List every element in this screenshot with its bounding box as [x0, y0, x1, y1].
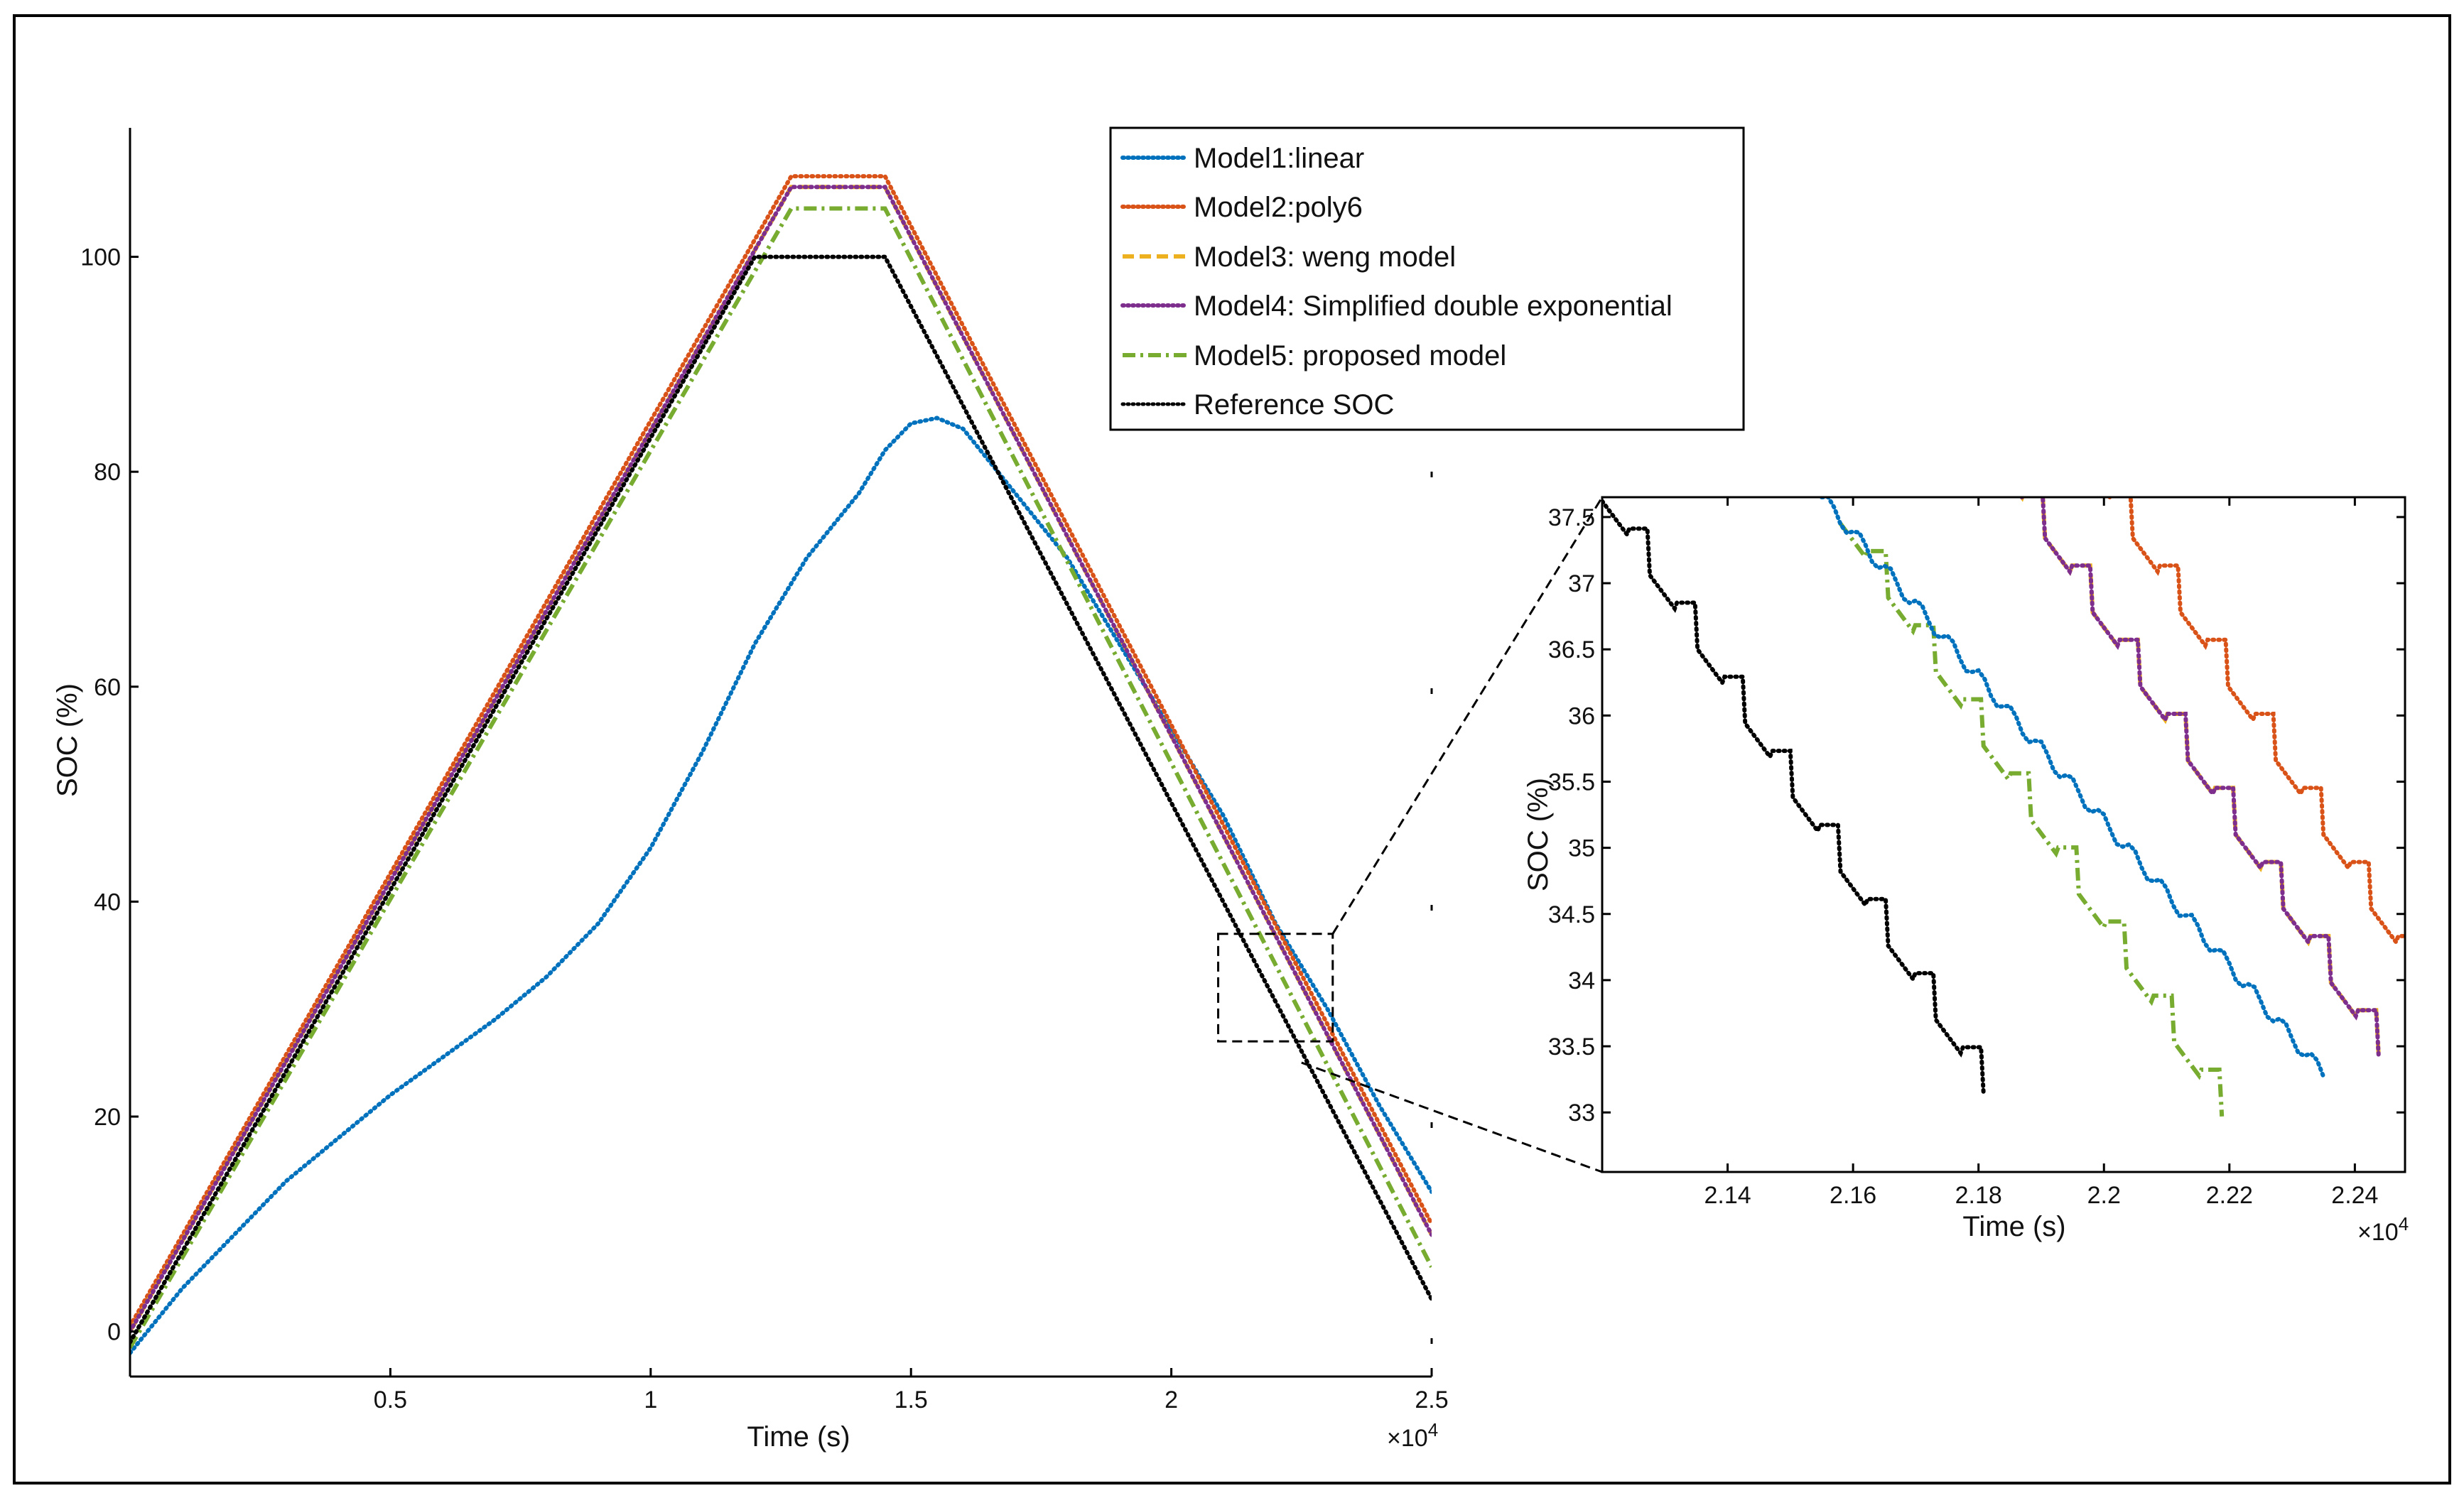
- main-x-tick-label: 0.5: [374, 1386, 407, 1413]
- main-x-multiplier-base: ×10: [1387, 1425, 1428, 1452]
- inset-x-multiplier: ×104: [2357, 1213, 2409, 1246]
- legend-entry-model2: Model2:poly6: [1120, 192, 1363, 223]
- inset-y-tick-label: 35: [1568, 835, 1595, 862]
- inset-y-tick-label: 36: [1568, 702, 1595, 729]
- inset-series-group: [1602, 497, 2405, 1117]
- main-y-tick-label: 20: [94, 1104, 121, 1131]
- inset-y-tick-label: 34.5: [1548, 901, 1595, 928]
- inset-y-tick-label: 37.5: [1548, 504, 1595, 531]
- main-x-tick-label: 2: [1165, 1386, 1178, 1413]
- main-x-multiplier: ×104: [1387, 1419, 1438, 1452]
- legend-entry-reference: Reference SOC: [1120, 389, 1394, 420]
- inset-series-model1-linear: [1820, 497, 2326, 1079]
- legend-box: [1109, 126, 1745, 431]
- legend-label-model3: Model3: weng model: [1194, 241, 1456, 273]
- inset-series-reference-soc: [1602, 499, 1986, 1097]
- inset-x-multiplier-base: ×10: [2357, 1219, 2399, 1246]
- legend: Model1:linear Model2:poly6 Model3: weng …: [1109, 126, 1745, 431]
- main-series-group: [130, 174, 1432, 1355]
- main-x-tick-label: 1: [644, 1386, 657, 1413]
- main-series-model5-proposed-model: [130, 206, 1432, 1349]
- legend-label-reference: Reference SOC: [1194, 389, 1394, 420]
- inset-y-tick-label: 35.5: [1548, 769, 1595, 796]
- main-x-multiplier-exp: 4: [1428, 1419, 1438, 1440]
- inset-x-multiplier-exp: 4: [2399, 1213, 2409, 1234]
- legend-entry-model5: Model5: proposed model: [1123, 340, 1506, 371]
- legend-label-model1: Model1:linear: [1194, 143, 1364, 174]
- main-y-tick-label: 0: [107, 1319, 121, 1346]
- legend-entry-model4: Model4: Simplified double exponential: [1120, 291, 1673, 322]
- inset-x-tick-label: 2.16: [1830, 1182, 1876, 1209]
- inset-y-tick-label: 37: [1568, 570, 1595, 597]
- main-y-tick-label: 40: [94, 889, 121, 916]
- inset-ticks: 2.14 2.16 2.18 2.2 2.22 2.24 33 33.5 34 34.5 35 35.…: [1548, 497, 2405, 1209]
- legend-label-model5: Model5: proposed model: [1194, 340, 1506, 371]
- main-y-axis-label: SOC (%): [52, 683, 83, 797]
- main-series-model2-poly6: [130, 174, 1432, 1328]
- inset-x-axis-label: Time (s): [1962, 1211, 2065, 1242]
- inset-axes-box: [1601, 496, 2406, 1173]
- inset-series-model5-proposed-model: [1839, 522, 2225, 1117]
- inset-y-axis-label: SOC (%): [1523, 778, 1554, 891]
- legend-entry-model1: Model1:linear: [1120, 143, 1364, 174]
- main-series-reference-soc: [130, 254, 1432, 1345]
- inset-x-tick-label: 2.14: [1704, 1182, 1751, 1209]
- main-series-model4-simplified-double-exponential: [130, 185, 1432, 1334]
- inset-x-tick-label: 2.18: [1955, 1182, 2002, 1209]
- inset-x-tick-label: 2.22: [2206, 1182, 2253, 1209]
- inset-background: [1602, 497, 2405, 1172]
- main-x-tick-label: 1.5: [895, 1386, 928, 1413]
- main-y-tick-label: 60: [94, 674, 121, 701]
- inset-x-tick-label: 2.24: [2331, 1182, 2378, 1209]
- main-chart: 0.5 1 1.5 2 2.5 0 20 40 60 80 100 Time (s) SOC (%)…: [52, 126, 1745, 1453]
- main-x-axis-label: Time (s): [747, 1421, 850, 1453]
- main-y-tick-label: 100: [80, 244, 121, 271]
- main-y-tick-label: 80: [94, 459, 121, 486]
- inset-x-tick-label: 2.2: [2087, 1182, 2121, 1209]
- legend-label-model2: Model2:poly6: [1194, 192, 1363, 223]
- main-ticks: 0.5 1 1.5 2 2.5 0 20 40 60 80 100: [80, 244, 1448, 1413]
- legend-label-model4: Model4: Simplified double exponential: [1194, 291, 1673, 322]
- inset-y-tick-label: 36.5: [1548, 636, 1595, 663]
- inset-y-tick-label: 33: [1568, 1100, 1595, 1127]
- inset-series-model2-poly6: [2107, 497, 2405, 947]
- zoom-connector-bottom: [1301, 1061, 1603, 1173]
- inset-y-tick-label: 34: [1568, 967, 1595, 994]
- main-x-tick-label: 2.5: [1415, 1386, 1448, 1413]
- inset-chart: 2.14 2.16 2.18 2.2 2.22 2.24 33 33.5 34 34.5 35 35.…: [1523, 496, 2409, 1246]
- legend-entry-model3: Model3: weng model: [1123, 241, 1456, 273]
- zoom-connector-top: [1331, 496, 1604, 935]
- inset-y-tick-label: 33.5: [1548, 1033, 1595, 1060]
- inset-series-model4-simplified-double-exponential: [2019, 497, 2381, 1059]
